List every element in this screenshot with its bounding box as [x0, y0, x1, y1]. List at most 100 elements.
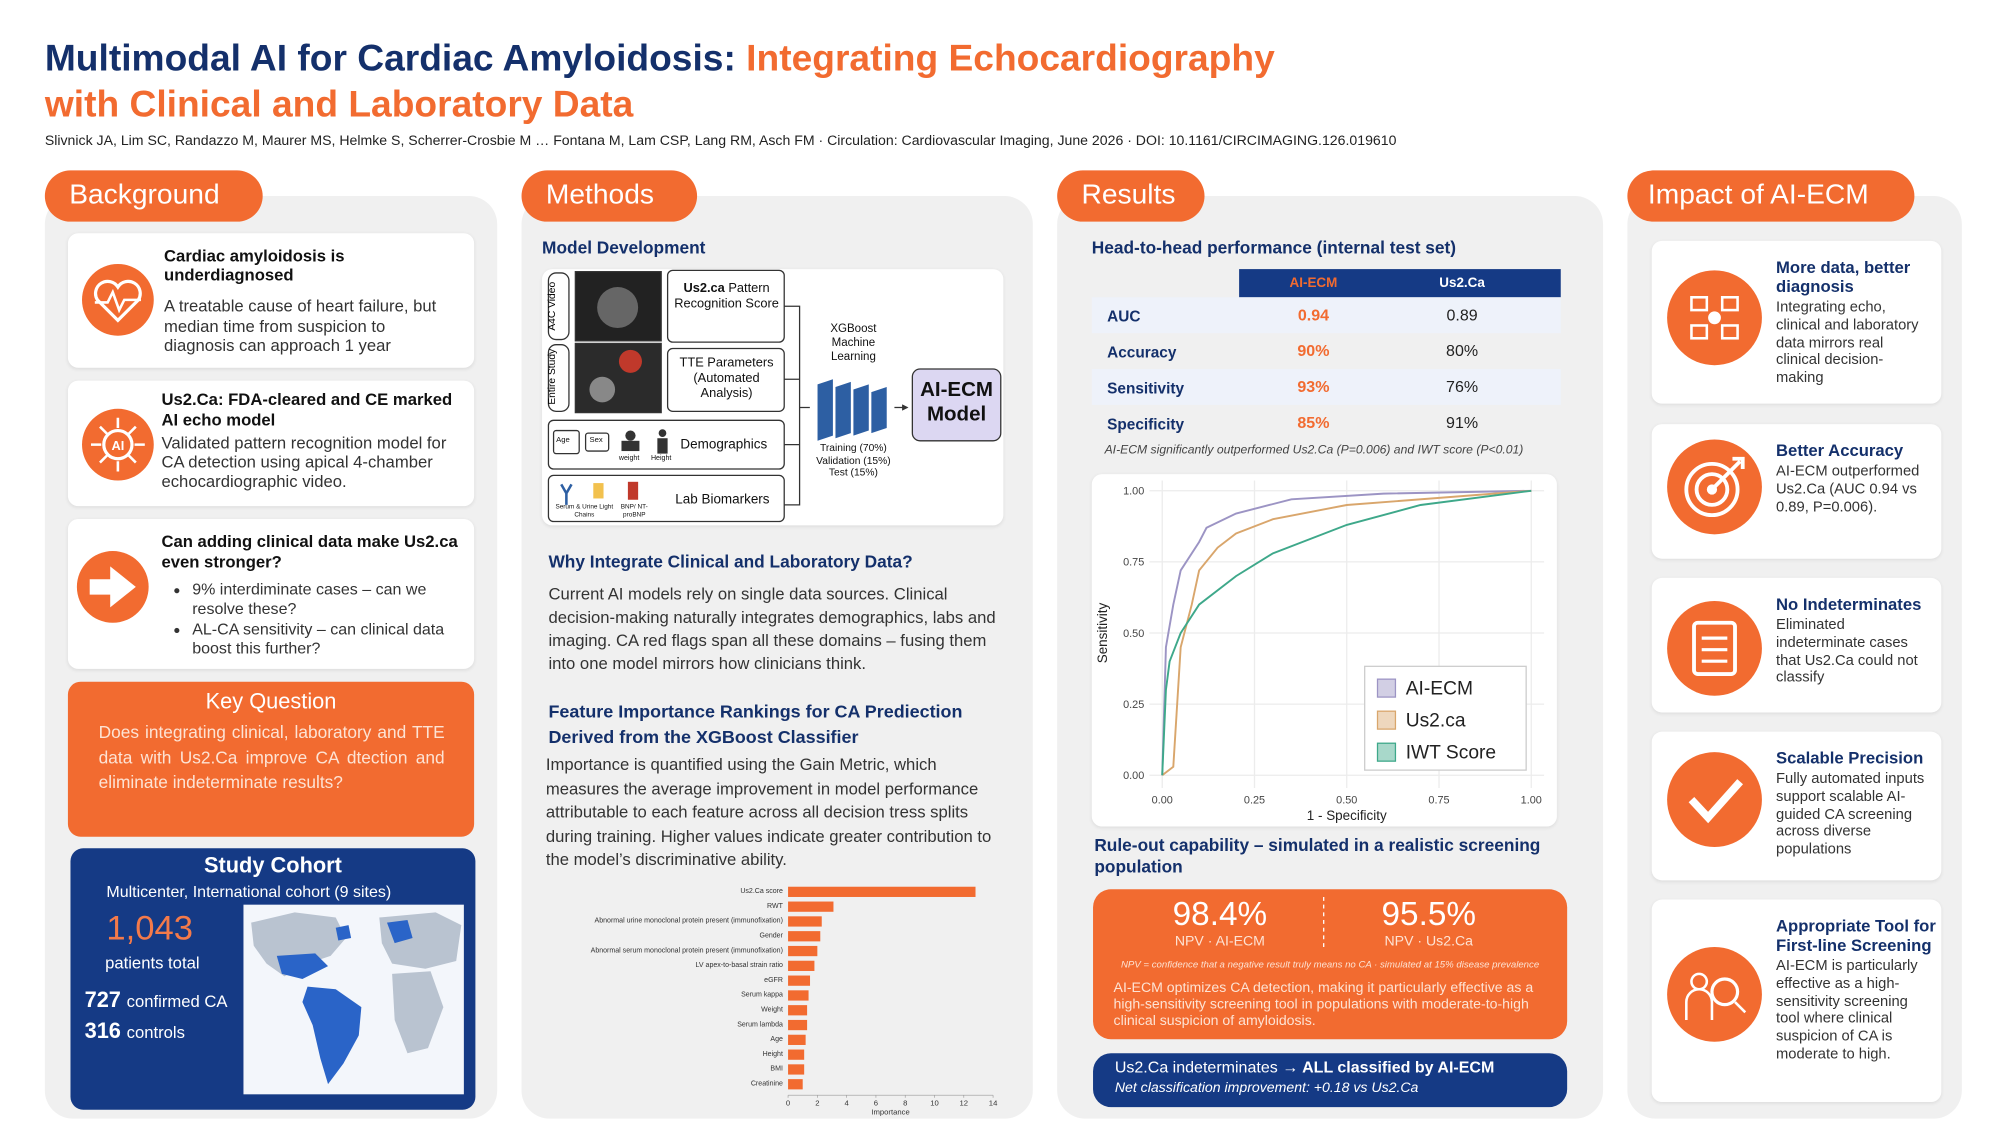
npv-label: NPV · AI-ECM	[1174, 934, 1265, 950]
y-tick-label: 0.50	[1123, 628, 1144, 640]
shape	[618, 349, 642, 373]
impact-text: Fully automated inputs support scalable …	[1776, 771, 1925, 858]
card-title: Cardiac amyloidosis is underdiagnosed	[164, 246, 345, 285]
table-footnote: AI-ECM significantly outperformed Us2.Ca…	[1104, 443, 1524, 458]
y-tick-label: 0.00	[1123, 770, 1144, 782]
check-icon	[1667, 752, 1762, 848]
impact-text: Eliminated indeterminate cases that Us2.…	[1776, 617, 1918, 687]
y-axis-label: Sensitivity	[1095, 602, 1110, 663]
demo-icons	[560, 429, 668, 505]
impact-title: Appropriate Tool for First-line Screenin…	[1776, 916, 1936, 955]
impact-text: AI-ECM outperformed Us2.Ca (AUC 0.94 vs …	[1776, 463, 1920, 515]
output-label: AI-ECM Model	[920, 379, 994, 426]
bar-label: Weight	[761, 1007, 783, 1014]
shape	[1685, 987, 1747, 1020]
shape	[1701, 636, 1728, 663]
bar-label: Serum kappa	[741, 992, 783, 999]
icon-label: Serum & Urine Light Chains	[555, 503, 614, 519]
bar	[788, 886, 976, 897]
title-accent: Integrating Echocardiography with Clinic…	[44, 38, 1275, 126]
bar-label: Serum lambda	[737, 1021, 783, 1028]
x-tick-label: 1.00	[1521, 794, 1542, 806]
row-label: Accuracy	[1107, 343, 1177, 362]
legend-label: Us2.ca	[1406, 711, 1466, 732]
ruleout-box	[1093, 889, 1568, 1040]
table-cell: 0.94	[1297, 306, 1330, 325]
bar-label: Us2.Ca score	[740, 888, 783, 895]
section-heading: Background	[44, 170, 263, 222]
key-question-heading: Key Question	[205, 689, 337, 714]
row-label: Specificity	[1107, 415, 1185, 434]
card-bullets: 9% interdiminate cases – can we resolve …	[174, 580, 480, 658]
icon-label: Height	[650, 454, 672, 463]
shape	[90, 417, 145, 472]
shape	[392, 971, 444, 1054]
shape	[547, 272, 570, 341]
model-label: XGBoost Machine Learning	[830, 321, 877, 363]
x-tick-label: 0	[786, 1098, 790, 1107]
table-header: Us2.Ca	[1439, 275, 1485, 291]
legend-swatch	[1376, 678, 1397, 698]
feature-chart: Us2.Ca score RWT Abnormal urine monoclonal…	[591, 886, 998, 1116]
shape	[835, 381, 851, 439]
bar	[788, 916, 822, 927]
shape	[276, 953, 329, 979]
key-question-text: Does integrating clinical, laboratory an…	[98, 722, 445, 792]
heart-icon	[82, 263, 154, 336]
indeterminates-line: Us2.Ca indeterminates → ALL classified b…	[1115, 1058, 1495, 1076]
x-tick-label: 10	[930, 1098, 939, 1107]
impact-title: No Indeterminates	[1776, 594, 1922, 614]
x-axis-label: Importance	[871, 1107, 909, 1116]
subheading: Model Development	[542, 238, 706, 258]
shape	[1720, 296, 1739, 312]
cohort-total: 1,043	[106, 908, 193, 947]
paragraph: Importance is quantified using the Gain …	[545, 754, 992, 869]
shape	[911, 368, 1002, 442]
x-axis-label: 1 - Specificity	[1307, 808, 1387, 823]
icon-label: Age	[556, 436, 570, 445]
bullet: 9% interdiminate cases – can we resolve …	[192, 580, 480, 619]
input-box-label: TTE Parameters (Automated Analysis)	[679, 356, 774, 402]
shape	[1720, 324, 1739, 340]
key-question-box	[67, 681, 475, 837]
x-tick-label: 0.00	[1152, 794, 1173, 806]
shape	[560, 483, 573, 505]
clipboard-icon	[1667, 600, 1762, 696]
subheading: Rule-out capability – simulated in a rea…	[1094, 835, 1541, 876]
title-main: Multimodal AI for Cardiac Amyloidosis:	[44, 38, 736, 80]
npv-label: NPV · Us2.Ca	[1384, 934, 1474, 950]
card-text: A treatable cause of heart failure, but …	[164, 296, 437, 355]
y-tick-label: 1.00	[1123, 486, 1144, 498]
input-label: Entire Study	[545, 348, 558, 405]
shape	[1667, 946, 1762, 1042]
cohort-heading: Study Cohort	[203, 853, 342, 878]
legend-box	[1364, 665, 1527, 771]
table-cell: 93%	[1297, 378, 1330, 396]
shape	[625, 430, 636, 441]
cohort-subtitle: Multicenter, International cohort (9 sit…	[106, 882, 392, 901]
legend-label: AI-ECM	[1406, 679, 1473, 700]
table-cell: 91%	[1446, 413, 1479, 432]
shape	[1708, 311, 1721, 325]
bar	[788, 901, 834, 912]
shape	[547, 344, 570, 412]
arrow-icon	[76, 551, 149, 623]
shape: AI	[111, 438, 124, 453]
impact-text: Integrating echo, clinical and laborator…	[1776, 299, 1919, 386]
world-map	[243, 904, 464, 1095]
shape	[102, 428, 134, 461]
x-tick-label: 0.25	[1244, 794, 1265, 806]
input-box-label: Lab Biomarkers	[675, 492, 770, 508]
subheading: Feature Importance Rankings for CA Predi…	[548, 700, 963, 748]
shape	[379, 912, 462, 969]
table-cell: 76%	[1446, 378, 1479, 396]
section-heading: Impact of AI-ECM	[1627, 170, 1915, 222]
x-tick-label: 6	[874, 1098, 878, 1107]
bar	[788, 1064, 805, 1075]
bar-label: Abnormal serum monoclonal protein presen…	[591, 947, 783, 954]
x-tick-label: 4	[844, 1098, 849, 1107]
authors: Slivnick JA, Lim SC, Randazzo M, Maurer …	[44, 133, 1397, 149]
shape	[621, 440, 640, 452]
ai-icon: AI	[82, 408, 154, 481]
